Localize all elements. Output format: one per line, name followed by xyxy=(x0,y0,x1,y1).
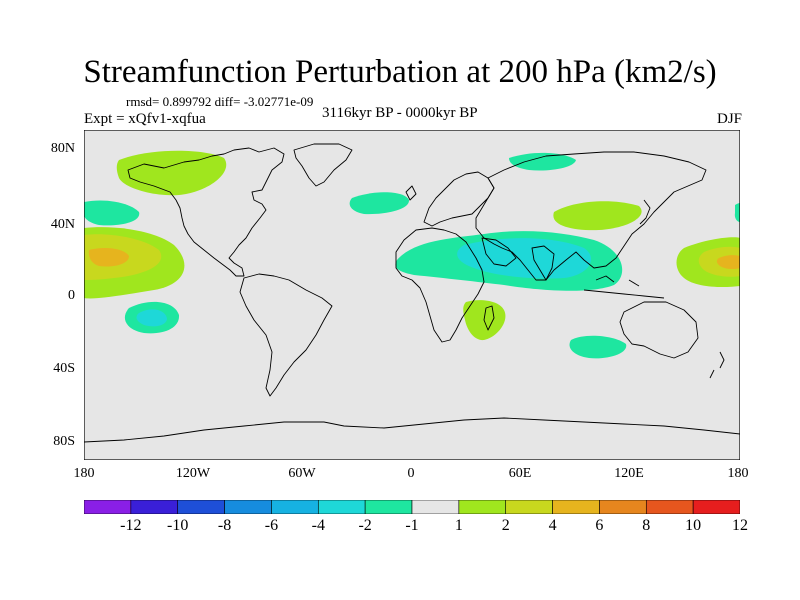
colorbar-swatch xyxy=(645,500,694,514)
colorbar-label: 2 xyxy=(501,517,510,534)
coast-madagascar xyxy=(483,305,495,331)
x-tick-120e: 120E xyxy=(614,466,644,481)
coastline-layer xyxy=(84,143,740,443)
coast-japan xyxy=(639,199,651,225)
colorbar-swatch xyxy=(84,500,132,514)
coast-australia xyxy=(619,301,699,359)
colorbar-swatch xyxy=(224,500,272,514)
asia-africa-negative-core xyxy=(457,238,592,279)
colorbar-label: -12 xyxy=(120,517,142,534)
colorbar-label: 8 xyxy=(642,517,651,534)
contour-fill-layer xyxy=(84,150,740,359)
colorbar-label: 1 xyxy=(454,517,463,534)
colorbar xyxy=(84,500,740,514)
colorbar-label: -10 xyxy=(167,517,189,534)
coast-new-zealand xyxy=(709,351,725,379)
y-tick-40s: 40S xyxy=(53,361,75,376)
colorbar-swatch xyxy=(317,500,366,514)
colorbar-swatch xyxy=(599,500,647,514)
northeast-edge-negative xyxy=(734,203,740,222)
colorbar-label: 4 xyxy=(548,517,557,534)
colorbar-swatch xyxy=(458,500,507,514)
central-pacific-positive-core xyxy=(716,255,740,270)
y-tick-80s: 80S xyxy=(53,434,75,449)
colorbar-swatch xyxy=(411,500,460,514)
southern-indian-ocean-negative xyxy=(569,335,627,359)
season-label: DJF xyxy=(716,111,742,127)
y-tick-40n: 40N xyxy=(50,217,75,232)
arctic-siberia-negative xyxy=(509,152,576,171)
stats-line: rmsd= 0.899792 diff= -3.02771e-09 xyxy=(126,94,314,109)
coast-antarctica xyxy=(84,417,740,443)
colorbar-label: -6 xyxy=(264,517,279,534)
coast-africa xyxy=(395,227,485,343)
x-tick-60w: 60W xyxy=(288,466,316,481)
colorbar-swatch xyxy=(130,500,179,514)
y-tick-80n: 80N xyxy=(50,141,75,156)
colorbar-swatch xyxy=(364,500,413,514)
north-pacific-east-asia-positive xyxy=(553,201,642,231)
coast-north-america xyxy=(127,147,285,277)
colorbar-swatch xyxy=(177,500,225,514)
colorbar-swatch xyxy=(692,500,740,514)
north-america-positive xyxy=(116,150,227,196)
northeast-pacific-negative xyxy=(84,200,140,226)
north-atlantic-negative xyxy=(349,192,410,215)
coast-british-isles xyxy=(405,185,417,201)
colorbar-label: 12 xyxy=(732,517,748,534)
experiment-label: Expt = xQfv1-xqfua xyxy=(84,111,206,127)
colorbar-label: 10 xyxy=(685,517,702,534)
x-tick-120w: 120W xyxy=(175,466,211,481)
colorbar-swatch xyxy=(271,500,319,514)
colorbar-label: -1 xyxy=(405,517,419,534)
north-pacific-positive-core xyxy=(88,248,129,267)
period-label: 3116kyr BP - 0000kyr BP xyxy=(322,105,478,121)
chart-title: Streamfunction Perturbation at 200 hPa (… xyxy=(83,54,717,90)
coast-asia xyxy=(475,151,707,281)
colorbar-label: -2 xyxy=(358,517,372,534)
colorbar-label: -4 xyxy=(311,517,325,534)
coast-india xyxy=(531,245,555,281)
y-tick-0: 0 xyxy=(68,288,75,303)
x-tick-180-west: 180 xyxy=(73,466,95,481)
coast-arabia xyxy=(481,237,517,267)
south-pacific-negative-core xyxy=(136,309,167,327)
map-plot xyxy=(84,130,740,460)
coast-greenland xyxy=(293,143,353,187)
colorbar-label: 6 xyxy=(595,517,604,534)
x-tick-0: 0 xyxy=(407,466,415,481)
colorbar-label: -8 xyxy=(217,517,232,534)
colorbar-swatch xyxy=(552,500,600,514)
coast-south-america xyxy=(239,273,333,397)
colorbar-swatch xyxy=(505,500,553,514)
x-tick-60e: 60E xyxy=(508,466,532,481)
x-tick-180-east: 180 xyxy=(727,466,749,481)
coast-indonesia xyxy=(583,275,665,299)
